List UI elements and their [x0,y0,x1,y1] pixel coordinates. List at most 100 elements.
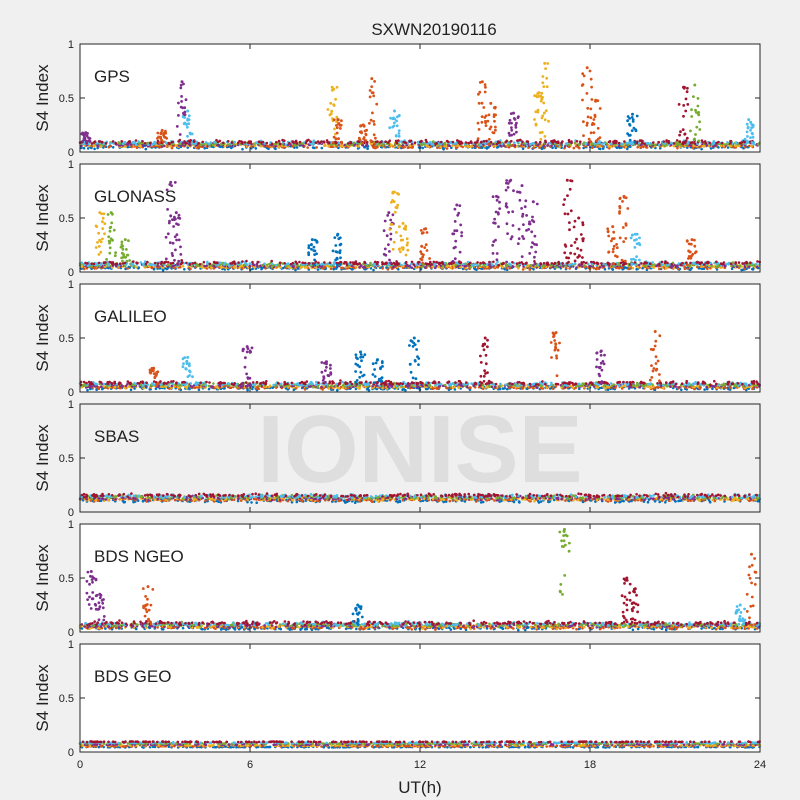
spike-point [685,239,689,243]
data-point [643,142,646,146]
spike-point [512,132,516,136]
data-point [203,146,206,150]
data-point [657,143,661,147]
data-point [226,143,230,146]
plot-area [80,44,760,152]
spike-point [598,136,602,140]
spike-point [399,250,402,254]
data-point [191,262,195,265]
spike-point [179,86,183,90]
data-point [130,262,134,266]
spike-point [179,253,183,256]
spike-peak-point [393,109,396,113]
spike-point [685,90,689,94]
data-point [376,261,380,264]
data-point [166,261,170,264]
spike-peak-point [509,178,513,182]
spike-point [166,232,170,236]
data-point [410,142,414,146]
data-point [410,260,414,264]
spike-peak-point [123,238,127,242]
data-point [462,262,465,266]
data-point [181,265,185,268]
data-point [128,140,132,143]
spike-point [176,263,180,266]
data-point [674,265,678,269]
spike-point [515,121,518,125]
spike-point [175,222,178,226]
spike-point [573,219,577,223]
data-point [278,142,282,146]
data-point [722,261,726,264]
data-point [260,267,263,271]
spike-point [459,223,463,227]
spike-point [679,130,682,134]
spike-point [388,250,391,253]
data-point [700,265,703,269]
data-point [188,262,192,266]
data-point [260,144,263,148]
data-point [572,146,576,150]
spike-point [493,217,496,221]
spike-point [689,129,692,133]
spike-point [483,90,487,94]
data-point [118,262,122,266]
spike-point [480,101,484,105]
data-point [360,264,363,267]
spike-peak-point [611,225,615,229]
data-point [750,144,753,148]
data-point [249,141,252,144]
spike-point [505,179,509,182]
spike-point [173,258,176,262]
data-point [345,261,348,264]
spike-point [159,132,163,136]
data-point [82,267,86,271]
data-point [728,144,732,148]
spike-point [564,245,568,248]
spike-point [339,263,342,266]
data-point [311,141,315,144]
data-point [579,140,582,143]
spike-point [406,241,409,245]
spike-point [113,254,117,258]
spike-point [334,97,337,101]
data-point [578,387,581,391]
spike-point [534,250,538,254]
spike-peak-point [186,109,190,113]
spike-point [568,187,572,191]
data-point [590,260,593,264]
data-point [464,262,468,266]
spike-point [515,130,518,134]
data-point [439,140,443,144]
data-point [416,140,420,144]
data-point [730,264,733,268]
spike-point [585,121,589,125]
spike-point [181,115,185,119]
spike-point [572,225,576,229]
spike-point [751,132,754,136]
spike-point [684,97,688,101]
spike-point [453,207,457,211]
spike-point [576,247,579,250]
spike-point [97,245,101,248]
spike-point [419,250,423,254]
spike-point [484,114,488,118]
data-point [642,264,646,268]
spike-point [698,128,702,131]
data-point [662,140,666,143]
data-point [704,141,707,145]
data-point [598,145,602,148]
data-point [82,146,86,150]
spike-point [372,123,376,126]
data-point [625,141,629,145]
data-point [487,146,490,149]
spike-point [592,118,596,121]
data-point [277,139,281,143]
spike-point [638,236,641,240]
data-point [183,268,186,271]
data-point [365,142,369,146]
spike-point [745,122,749,126]
spike-point [585,92,589,95]
data-point [624,145,628,149]
data-point [737,261,741,264]
